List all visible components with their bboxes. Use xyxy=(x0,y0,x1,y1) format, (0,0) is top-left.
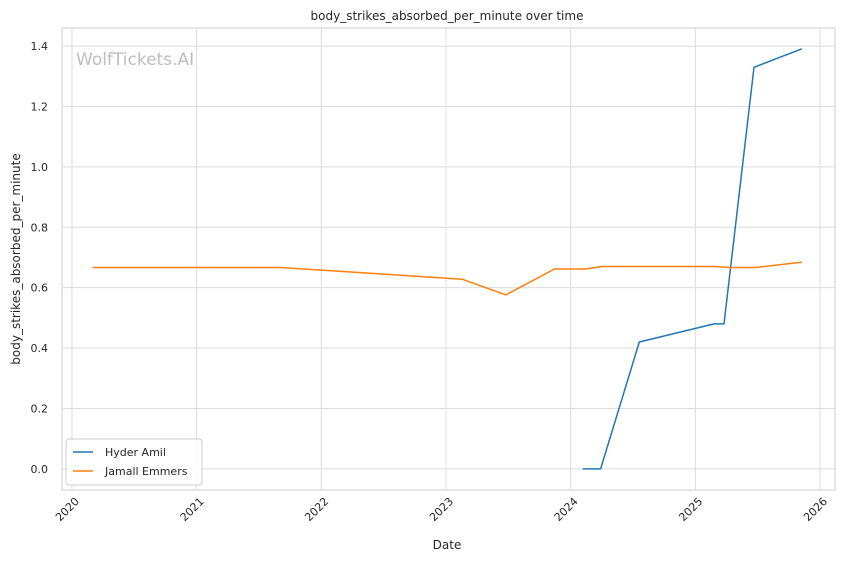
x-tick-label: 2023 xyxy=(427,495,456,524)
series-line-hyder-amil xyxy=(582,48,803,470)
x-tick-label: 2024 xyxy=(552,495,581,524)
y-tick-label: 0.4 xyxy=(31,342,49,355)
x-tick-label: 2026 xyxy=(801,495,830,524)
x-tick-label: 2025 xyxy=(676,495,705,524)
grid xyxy=(62,28,835,490)
y-tick-label: 1.0 xyxy=(31,161,49,174)
y-tick-label: 1.4 xyxy=(31,40,49,53)
chart-title: body_strikes_absorbed_per_minute over ti… xyxy=(311,9,584,23)
x-tick-label: 2021 xyxy=(178,495,207,524)
y-tick-label: 0.6 xyxy=(31,282,49,295)
legend-label: Hyder Amil xyxy=(105,446,166,459)
legend-box xyxy=(65,438,203,486)
y-tick-label: 0.2 xyxy=(31,402,49,415)
plot-area xyxy=(61,27,836,491)
y-tick-label: 0.8 xyxy=(31,221,49,234)
x-axis-label: Date xyxy=(433,538,462,552)
y-tick-label: 0.0 xyxy=(31,463,49,476)
y-tick-label: 1.2 xyxy=(31,101,49,114)
y-axis-label: body_strikes_absorbed_per_minute xyxy=(9,153,23,364)
legend: Hyder Amil Jamall Emmers xyxy=(65,438,203,486)
series-line-jamall-emmers xyxy=(92,261,803,296)
series-layer xyxy=(92,48,803,470)
legend-label: Jamall Emmers xyxy=(104,465,188,478)
watermark-text: WolfTickets.AI xyxy=(76,50,194,70)
x-tick-label: 2020 xyxy=(53,495,82,524)
x-tick-label: 2022 xyxy=(302,495,331,524)
